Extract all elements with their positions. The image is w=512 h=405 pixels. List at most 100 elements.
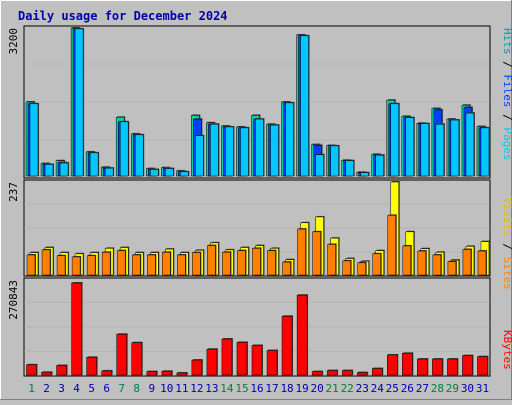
day-label-6: 6 — [103, 382, 110, 395]
day-label-4: 4 — [73, 382, 80, 395]
pages-bar-6 — [104, 167, 114, 177]
kbytes-bar-10 — [161, 371, 173, 376]
sites-bar-24 — [372, 253, 381, 276]
day-label-23: 23 — [356, 382, 369, 395]
pages-bar-28 — [435, 123, 445, 177]
sites-bar-15 — [237, 250, 246, 276]
pages-bar-1 — [29, 103, 39, 177]
kbytes-bar-4 — [71, 282, 82, 376]
day-label-1: 1 — [28, 382, 35, 395]
sites-bar-5 — [86, 255, 96, 276]
sites-bar-23 — [357, 262, 366, 276]
pages-bar-30 — [465, 112, 475, 177]
day-label-12: 12 — [190, 382, 203, 395]
pages-bar-26 — [405, 117, 415, 177]
pages-bar-19 — [300, 35, 309, 177]
pages-bar-7 — [119, 121, 129, 177]
kbytes-max-label: 270843 — [7, 280, 20, 320]
sites-bar-6 — [101, 251, 111, 276]
kbytes-bar-25 — [387, 354, 398, 376]
legend-pages: Pages — [501, 127, 512, 160]
sites-bar-14 — [222, 251, 231, 276]
legend-sep-1: / — [501, 55, 512, 75]
day-label-13: 13 — [205, 382, 218, 395]
pages-bar-24 — [375, 154, 384, 177]
sites-bar-1 — [26, 254, 36, 276]
pages-bar-5 — [89, 152, 99, 177]
day-label-7: 7 — [118, 382, 125, 395]
pages-bar-20 — [315, 154, 324, 177]
day-label-20: 20 — [311, 382, 324, 395]
sites-bar-25 — [387, 215, 397, 276]
kbytes-bar-11 — [176, 372, 188, 376]
sites-bar-18 — [282, 261, 291, 276]
kbytes-bar-21 — [326, 370, 338, 376]
day-label-10: 10 — [160, 382, 173, 395]
visits-bars — [26, 181, 490, 276]
day-label-29: 29 — [446, 382, 459, 395]
day-label-18: 18 — [280, 382, 293, 395]
kbytes-bar-12 — [191, 359, 203, 376]
pages-bar-9 — [150, 169, 159, 177]
day-label-11: 11 — [175, 382, 188, 395]
kbytes-bar-14 — [221, 338, 233, 376]
legend-files: Files — [501, 74, 512, 107]
pages-bar-10 — [165, 168, 174, 177]
kbytes-bar-31 — [477, 356, 488, 376]
kbytes-bar-29 — [447, 358, 458, 376]
kbytes-bar-23 — [356, 372, 368, 376]
hits-legend: Hits / Files / Pages — [501, 28, 512, 161]
kbytes-bar-27 — [417, 358, 428, 376]
kbytes-bar-20 — [311, 371, 323, 376]
pages-bar-29 — [450, 119, 460, 177]
sites-bar-13 — [207, 245, 216, 276]
day-label-28: 28 — [431, 382, 444, 395]
kbytes-bar-22 — [341, 370, 353, 376]
sites-bar-9 — [147, 254, 156, 276]
sites-bar-28 — [432, 254, 442, 276]
sites-bar-8 — [131, 254, 141, 276]
pages-bar-13 — [210, 123, 219, 177]
pages-bar-25 — [390, 103, 400, 177]
day-label-2: 2 — [43, 382, 50, 395]
legend-sites: Sites — [501, 257, 512, 290]
sites-bar-17 — [267, 250, 276, 276]
day-label-26: 26 — [401, 382, 414, 395]
sites-bar-16 — [252, 248, 261, 276]
sites-bar-7 — [116, 250, 126, 276]
kbytes-bar-8 — [131, 342, 142, 376]
pages-bar-16 — [255, 118, 264, 177]
day-label-24: 24 — [371, 382, 385, 395]
pages-bar-18 — [285, 102, 294, 177]
day-labels: 1 2 3 4 5 6 7 8 9 10 11 12 13 14 15 16 17 18 19 20 21 22 23 24 2… — [28, 382, 489, 395]
pages-bar-14 — [225, 126, 234, 177]
kbytes-bar-15 — [236, 342, 248, 376]
chart-title: Daily usage for December 2024 — [18, 9, 228, 23]
kbytes-bar-16 — [251, 345, 263, 376]
kbytes-bar-5 — [86, 357, 97, 376]
day-label-14: 14 — [220, 382, 234, 395]
kbytes-bar-7 — [116, 333, 127, 376]
legend-sep-3: / — [501, 237, 512, 257]
pages-bar-12 — [195, 135, 204, 177]
sites-bar-4 — [71, 256, 81, 276]
pages-bar-21 — [330, 145, 339, 177]
day-label-30: 30 — [461, 382, 474, 395]
day-label-21: 21 — [326, 382, 339, 395]
kbytes-bar-17 — [266, 350, 278, 376]
hits-bars — [25, 27, 490, 177]
kbytes-bar-9 — [146, 371, 158, 376]
kbytes-bar-6 — [101, 370, 112, 376]
pages-bar-4 — [74, 28, 84, 177]
hits-max-label: 3200 — [7, 28, 20, 55]
kbytes-bar-26 — [402, 353, 413, 376]
legend-sep-2: / — [501, 108, 512, 128]
day-label-3: 3 — [58, 382, 65, 395]
kbytes-bar-24 — [371, 368, 383, 376]
day-label-27: 27 — [416, 382, 429, 395]
day-label-19: 19 — [295, 382, 308, 395]
day-label-17: 17 — [265, 382, 278, 395]
kbytes-bar-18 — [281, 315, 293, 376]
pages-bar-3 — [59, 162, 69, 177]
